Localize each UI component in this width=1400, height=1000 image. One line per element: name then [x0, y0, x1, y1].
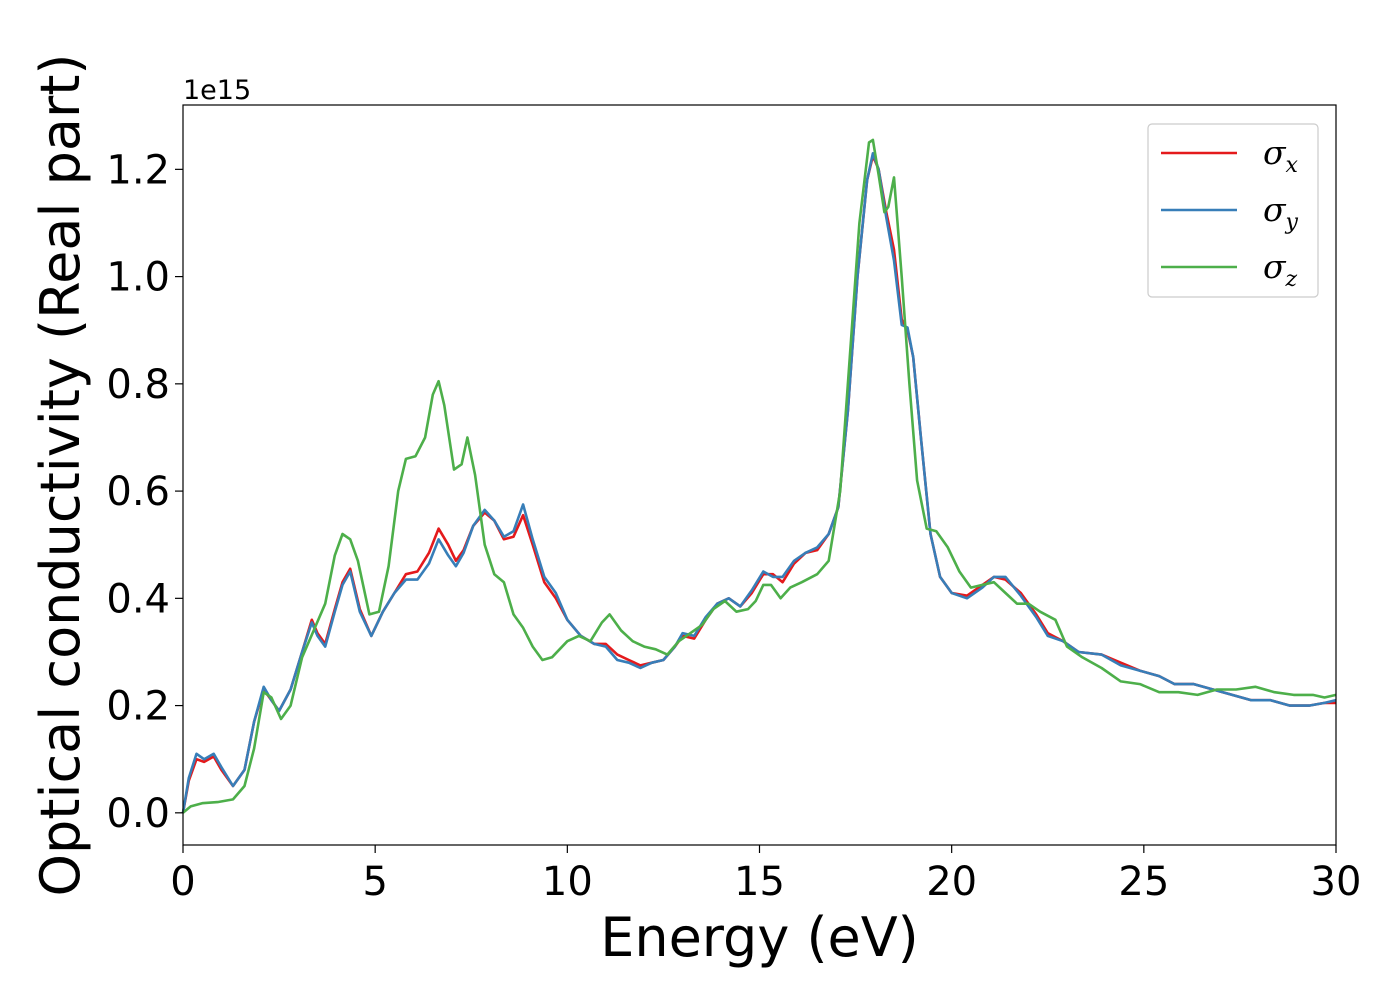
x-tick-label: 10	[542, 859, 593, 905]
y-axis-ticks: 0.0 0.2 0.4 0.6 0.8 1.0 1.2	[106, 147, 183, 837]
plot-area	[183, 105, 1336, 845]
y-tick-label: 1.2	[106, 147, 170, 193]
x-tick-label: 20	[926, 859, 977, 905]
series-line-z	[182, 138, 1337, 814]
y-offset-label: 1e15	[183, 75, 251, 106]
y-tick-label: 0.2	[106, 684, 170, 730]
x-axis-ticks: 0 5 10 15 20 25 30	[170, 845, 1361, 905]
y-tick-label: 0.0	[106, 791, 170, 837]
x-axis-label: Energy (eV)	[600, 906, 919, 969]
x-tick-label: 30	[1311, 859, 1362, 905]
series-layer	[181, 138, 1337, 814]
x-tick-label: 0	[170, 859, 195, 905]
y-tick-label: 0.8	[106, 362, 170, 408]
y-tick-label: 0.4	[106, 576, 170, 622]
y-axis-label: Optical conductivity (Real part)	[29, 54, 92, 897]
x-tick-label: 15	[734, 859, 785, 905]
x-tick-label: 25	[1118, 859, 1169, 905]
x-tick-label: 5	[362, 859, 387, 905]
y-tick-label: 0.6	[106, 469, 170, 515]
y-tick-label: 1.0	[106, 255, 170, 301]
